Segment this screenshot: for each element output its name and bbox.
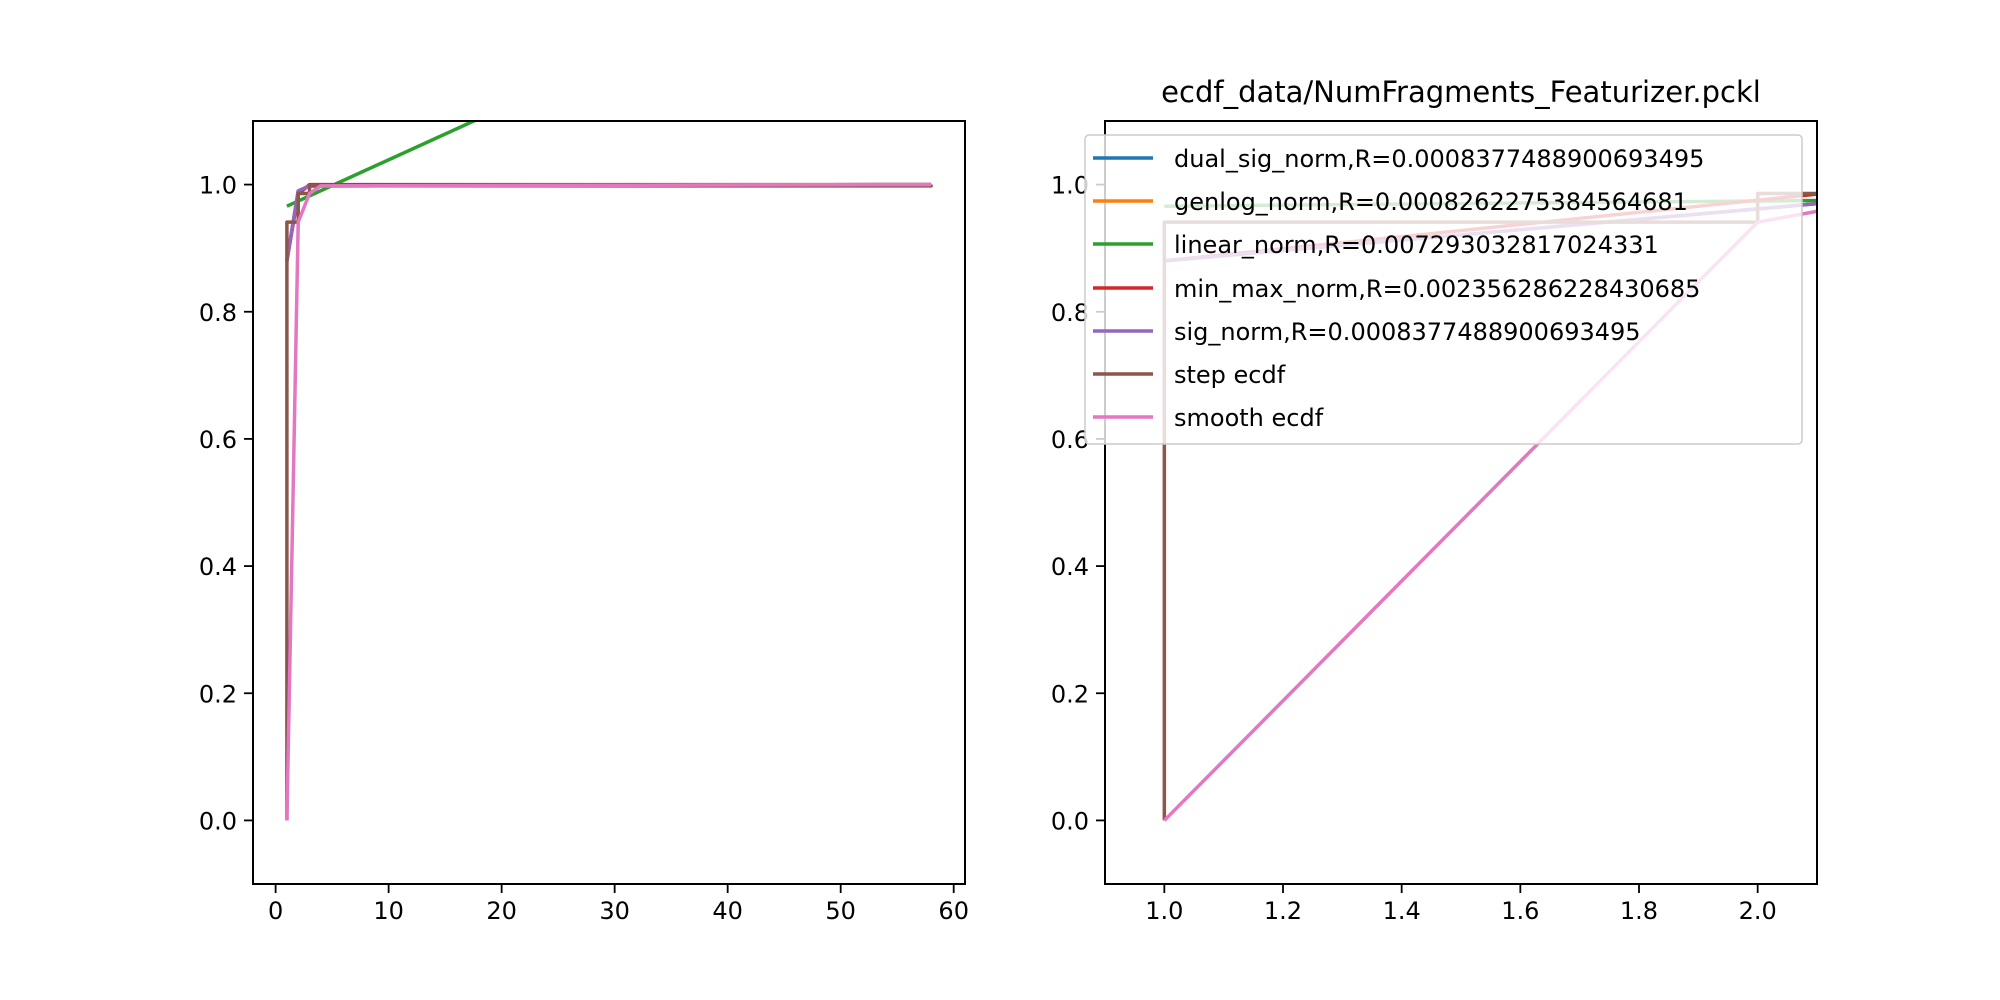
chart-left: 0 10 20 30 40 50 60 0.0 0.2 0.4 0.6 0.8 1.0 xyxy=(199,120,969,925)
ticks-right: 1.0 1.2 1.4 1.6 1.8 2.0 0.0 0.2 0.4 0.6 0.8 1.0 xyxy=(1051,172,1777,925)
axes-frame-right xyxy=(1104,120,1818,885)
legend-entry-step-ecdf: step ecdf xyxy=(1093,361,1286,389)
x-tick-label-left: 20 xyxy=(486,897,517,925)
y-tick-label-left: 0.8 xyxy=(199,299,237,327)
series-line-smooth-ecdf-left xyxy=(285,182,932,821)
legend-label-dual-sig-norm: dual_sig_norm,R=0.0008377488900693495 xyxy=(1174,145,1704,173)
y-tick-label-left: 0.0 xyxy=(199,807,237,835)
x-tick-label-left: 30 xyxy=(599,897,630,925)
x-tick-label-left: 60 xyxy=(938,897,969,925)
x-tick-label-left: 50 xyxy=(825,897,856,925)
x-tick-label-right: 1.2 xyxy=(1264,897,1302,925)
y-tick-label-right: 0.6 xyxy=(1051,426,1089,454)
x-tick-label-left: 0 xyxy=(268,897,283,925)
legend-entry-sig-norm: sig_norm,R=0.0008377488900693495 xyxy=(1093,318,1641,346)
y-tick-label-left: 1.0 xyxy=(199,172,237,200)
y-tick-label-right: 0.2 xyxy=(1051,680,1089,708)
x-tick-label-right: 2.0 xyxy=(1739,897,1777,925)
y-tick-label-left: 0.4 xyxy=(199,553,237,581)
legend-entry-linear-norm: linear_norm,R=0.007293032817024331 xyxy=(1093,231,1659,259)
x-tick-label-right: 1.8 xyxy=(1620,897,1658,925)
legend-label-genlog-norm: genlog_norm,R=0.0008262275384564681 xyxy=(1174,188,1688,216)
legend-entry-min-max-norm: min_max_norm,R=0.002356286228430685 xyxy=(1093,275,1700,303)
x-tick-label-right: 1.0 xyxy=(1145,897,1183,925)
y-tick-label-right: 1.0 xyxy=(1051,172,1089,200)
plot-area-left xyxy=(253,121,965,884)
axes-frame-left xyxy=(252,120,966,885)
legend-label-smooth-ecdf: smooth ecdf xyxy=(1174,404,1324,432)
chart-right: 1.0 1.2 1.4 1.6 1.8 2.0 0.0 0.2 0.4 0.6 0.8 1.0 ecd… xyxy=(1051,75,1818,925)
legend-box xyxy=(1084,134,1803,445)
x-tick-label-left: 10 xyxy=(373,897,404,925)
legend-label-min-max-norm: min_max_norm,R=0.002356286228430685 xyxy=(1174,275,1700,303)
legend-label-step-ecdf: step ecdf xyxy=(1174,361,1286,389)
y-tick-label-left: 0.6 xyxy=(199,426,237,454)
y-tick-label-right: 0.0 xyxy=(1051,807,1089,835)
legend-entry-genlog-norm: genlog_norm,R=0.0008262275384564681 xyxy=(1093,188,1688,216)
ticks-left: 0 10 20 30 40 50 60 0.0 0.2 0.4 0.6 0.8 1.0 xyxy=(199,172,969,925)
chart-title: ecdf_data/NumFragments_Featurizer.pckl xyxy=(1161,75,1761,109)
legend: dual_sig_norm,R=0.0008377488900693495 ge… xyxy=(1084,134,1803,445)
x-tick-label-left: 40 xyxy=(712,897,743,925)
y-tick-label-left: 0.2 xyxy=(199,680,237,708)
x-tick-label-right: 1.6 xyxy=(1501,897,1539,925)
y-tick-label-right: 0.4 xyxy=(1051,553,1089,581)
series-line-linear-norm-left xyxy=(286,121,478,208)
legend-entry-smooth-ecdf: smooth ecdf xyxy=(1093,404,1324,432)
legend-entry-dual-sig-norm: dual_sig_norm,R=0.0008377488900693495 xyxy=(1093,145,1704,173)
legend-label-linear-norm: linear_norm,R=0.007293032817024331 xyxy=(1174,231,1659,259)
x-tick-label-right: 1.4 xyxy=(1383,897,1421,925)
y-tick-label-right: 0.8 xyxy=(1051,299,1089,327)
series-group-left xyxy=(285,121,933,821)
legend-label-sig-norm: sig_norm,R=0.0008377488900693495 xyxy=(1174,318,1641,346)
